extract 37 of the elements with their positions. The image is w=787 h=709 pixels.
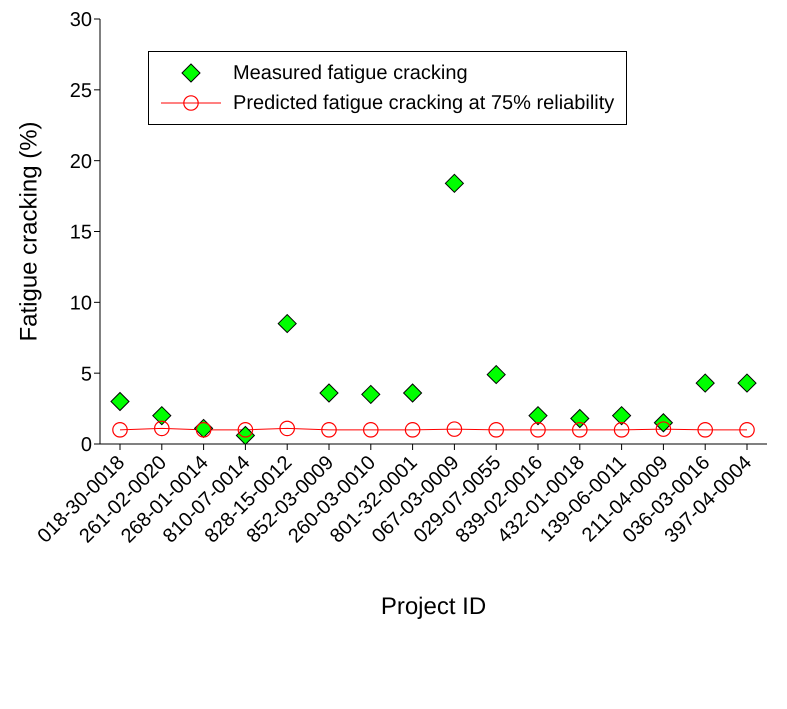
y-tick-label: 30: [70, 9, 92, 32]
point: [738, 374, 756, 393]
point: [697, 422, 713, 438]
point: [361, 384, 380, 404]
y-tick-label: 15: [70, 222, 92, 244]
point: [404, 422, 420, 438]
y-tick-label: 20: [70, 150, 92, 173]
point: [696, 374, 715, 393]
point: [278, 314, 297, 334]
point: [486, 365, 506, 384]
point: [110, 392, 130, 411]
x-axis-title: Project ID: [380, 593, 486, 620]
point: [279, 420, 295, 436]
point: [570, 409, 590, 428]
point: [112, 422, 128, 438]
y-tick-label: 25: [70, 80, 92, 102]
point: [572, 422, 588, 438]
point: [488, 422, 504, 438]
y-tick-label: 5: [80, 363, 92, 386]
legend-label: Predicted fatigue cracking at 75% reliability: [233, 92, 614, 114]
point: [614, 422, 630, 438]
y-tick-label: 10: [70, 292, 92, 314]
y-axis-title: Fatigue cracking (%): [16, 121, 43, 342]
point: [152, 406, 172, 426]
point: [321, 422, 337, 438]
point: [446, 421, 462, 437]
legend-label: Measured fatigue cracking: [233, 62, 468, 84]
point: [739, 422, 755, 438]
point: [444, 174, 464, 193]
point: [320, 384, 338, 402]
point: [612, 406, 632, 426]
point: [528, 406, 548, 426]
point: [154, 420, 170, 436]
y-tick-label: 0: [80, 434, 92, 456]
point: [403, 384, 422, 402]
point: [530, 422, 546, 438]
point: [363, 422, 379, 438]
